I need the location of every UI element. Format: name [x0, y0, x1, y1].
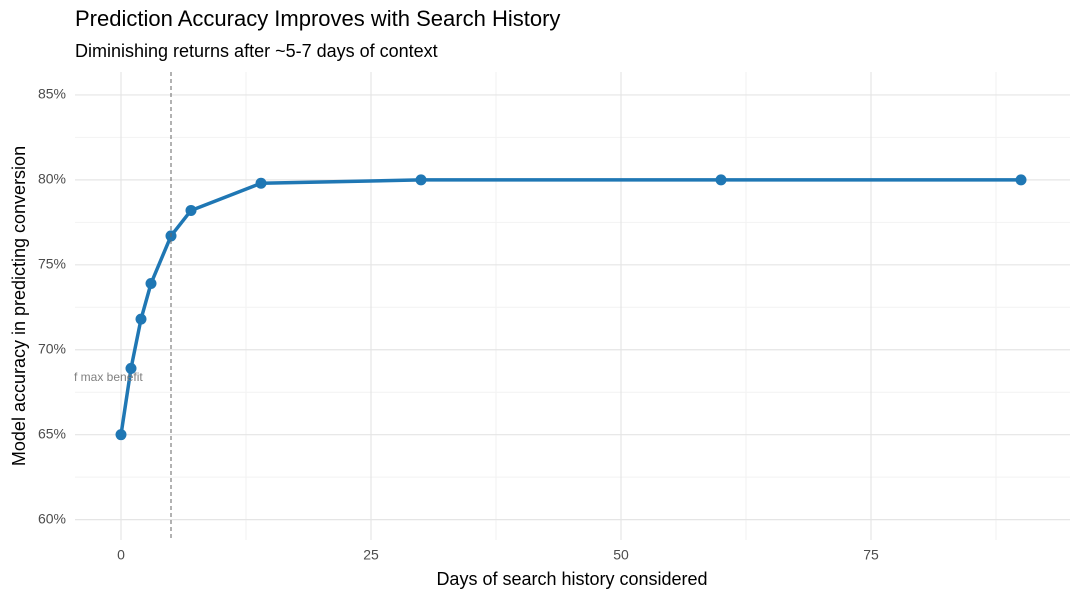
data-point — [255, 177, 267, 189]
y-tick-label: 75% — [38, 256, 66, 272]
data-point — [185, 204, 197, 216]
data-point — [135, 313, 147, 325]
grid — [75, 72, 1070, 540]
data-point — [715, 174, 727, 186]
chart-title: Prediction Accuracy Improves with Search… — [75, 6, 560, 31]
data-point — [1015, 174, 1027, 186]
data-point — [415, 174, 427, 186]
data-point — [145, 277, 157, 289]
x-tick-label: 75 — [863, 547, 879, 563]
y-tick-label: 60% — [38, 510, 66, 526]
x-axis-label: Days of search history considered — [436, 569, 707, 589]
plot-area — [115, 174, 1027, 441]
series-line — [119, 178, 1021, 435]
y-tick-label: 80% — [38, 171, 66, 187]
y-tick-label: 65% — [38, 425, 66, 441]
x-tick-label: 0 — [117, 547, 125, 563]
x-tick-label: 50 — [613, 547, 629, 563]
chart-subtitle: Diminishing returns after ~5-7 days of c… — [75, 41, 438, 61]
y-tick-label: 85% — [38, 86, 66, 102]
x-tick-label: 25 — [363, 547, 379, 563]
y-axis-label: Model accuracy in predicting conversion — [9, 146, 29, 466]
annotation: f max benefit — [74, 370, 143, 384]
data-point — [115, 429, 127, 441]
data-point — [125, 362, 137, 374]
y-tick-label: 70% — [38, 340, 66, 356]
